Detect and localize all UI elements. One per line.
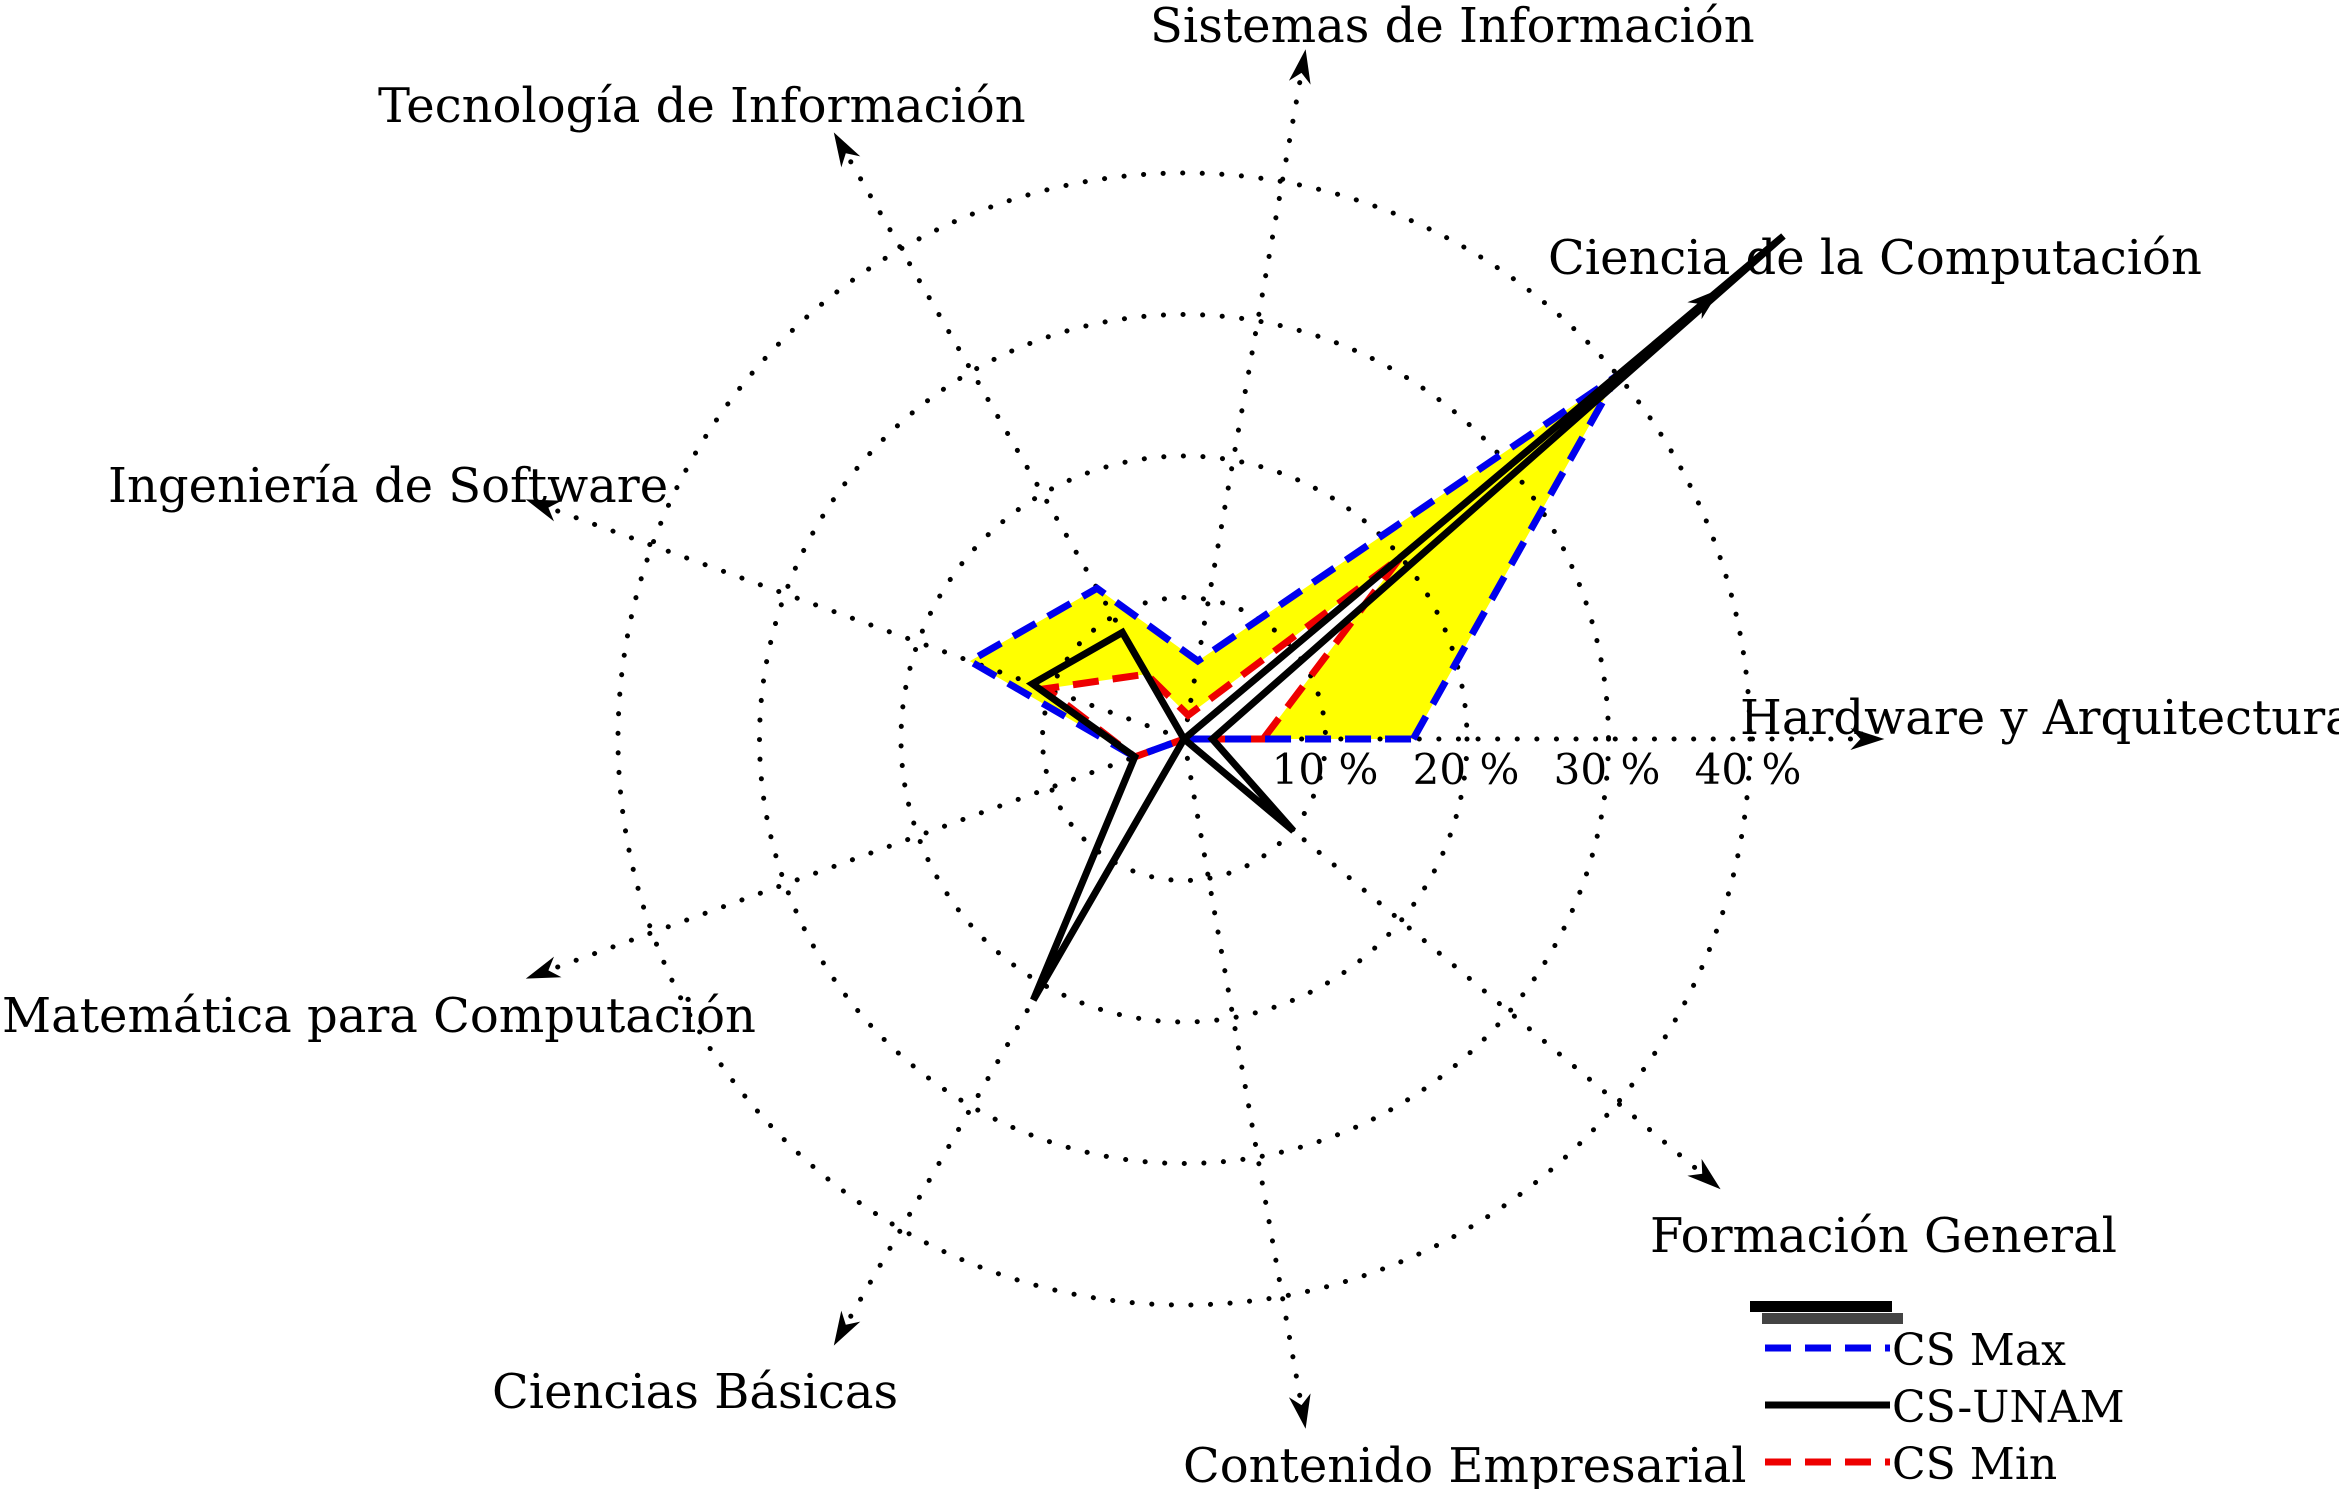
axis-ray-4: [523, 496, 1187, 742]
legend-bar-black: [1750, 1301, 1892, 1312]
axis-label-matematica-para-computacion: Matemática para Computación: [2, 988, 756, 1044]
legend-bar-gray: [1762, 1313, 1903, 1324]
legend-label-cs-max: CS Max: [1892, 1325, 2066, 1376]
axis-arrowhead-2: [1288, 49, 1311, 85]
series-polygon-cs-min: [1036, 554, 1404, 761]
tick-label-20pct: 20 %: [1412, 745, 1520, 794]
axis-label-hardware-y-arquitectura: Hardware y Arquitectura: [1740, 690, 2339, 746]
data-polygons: [962, 233, 1786, 1002]
axis-ray-2: [1181, 46, 1309, 742]
tick-label-30pct: 30 %: [1553, 745, 1661, 794]
series-polygon-cs-max: [962, 372, 1621, 761]
legend-label-cs-unam: CS-UNAM: [1892, 1382, 2125, 1433]
axis-ray-5: [523, 736, 1187, 982]
axis-label-ingenieria-de-software: Ingeniería de Software: [108, 458, 669, 514]
axis-arrowhead-0: [1850, 728, 1885, 750]
axis-label-ciencia-de-la-computacion: Ciencia de la Computación: [1548, 230, 2202, 286]
axis-arrowhead-7: [1288, 1393, 1311, 1429]
legend-line-samples: [1765, 1344, 1890, 1466]
grid-circle-20pct: [898, 453, 1470, 1025]
tick-label-10pct: 10 %: [1271, 745, 1379, 794]
axis-arrowhead-6: [833, 1310, 861, 1346]
axis-label-tecnologia-de-informacion: Tecnología de Información: [378, 78, 1026, 134]
legend-label-cs-min: CS Min: [1892, 1439, 2058, 1489]
grid-circle-30pct: [757, 312, 1611, 1166]
axis-label-contenido-empresarial: Contenido Empresarial: [1183, 1438, 1747, 1489]
axis-arrowhead-8: [1687, 1158, 1721, 1190]
axis-ray-7: [1181, 736, 1309, 1432]
axis-label-sistemas-de-informacion: Sistemas de Información: [1150, 0, 1755, 54]
axis-label-ciencias-basicas: Ciencias Básicas: [492, 1364, 899, 1420]
tick-label-40pct: 40 %: [1694, 745, 1802, 794]
series-polygon-cs-unam: [1025, 233, 1786, 1002]
axis-label-formacion-general: Formación General: [1650, 1208, 2117, 1264]
axis-arrowhead-5: [525, 956, 562, 979]
axis-arrowhead-4: [525, 499, 562, 522]
axis-arrowhead-3: [833, 132, 861, 168]
